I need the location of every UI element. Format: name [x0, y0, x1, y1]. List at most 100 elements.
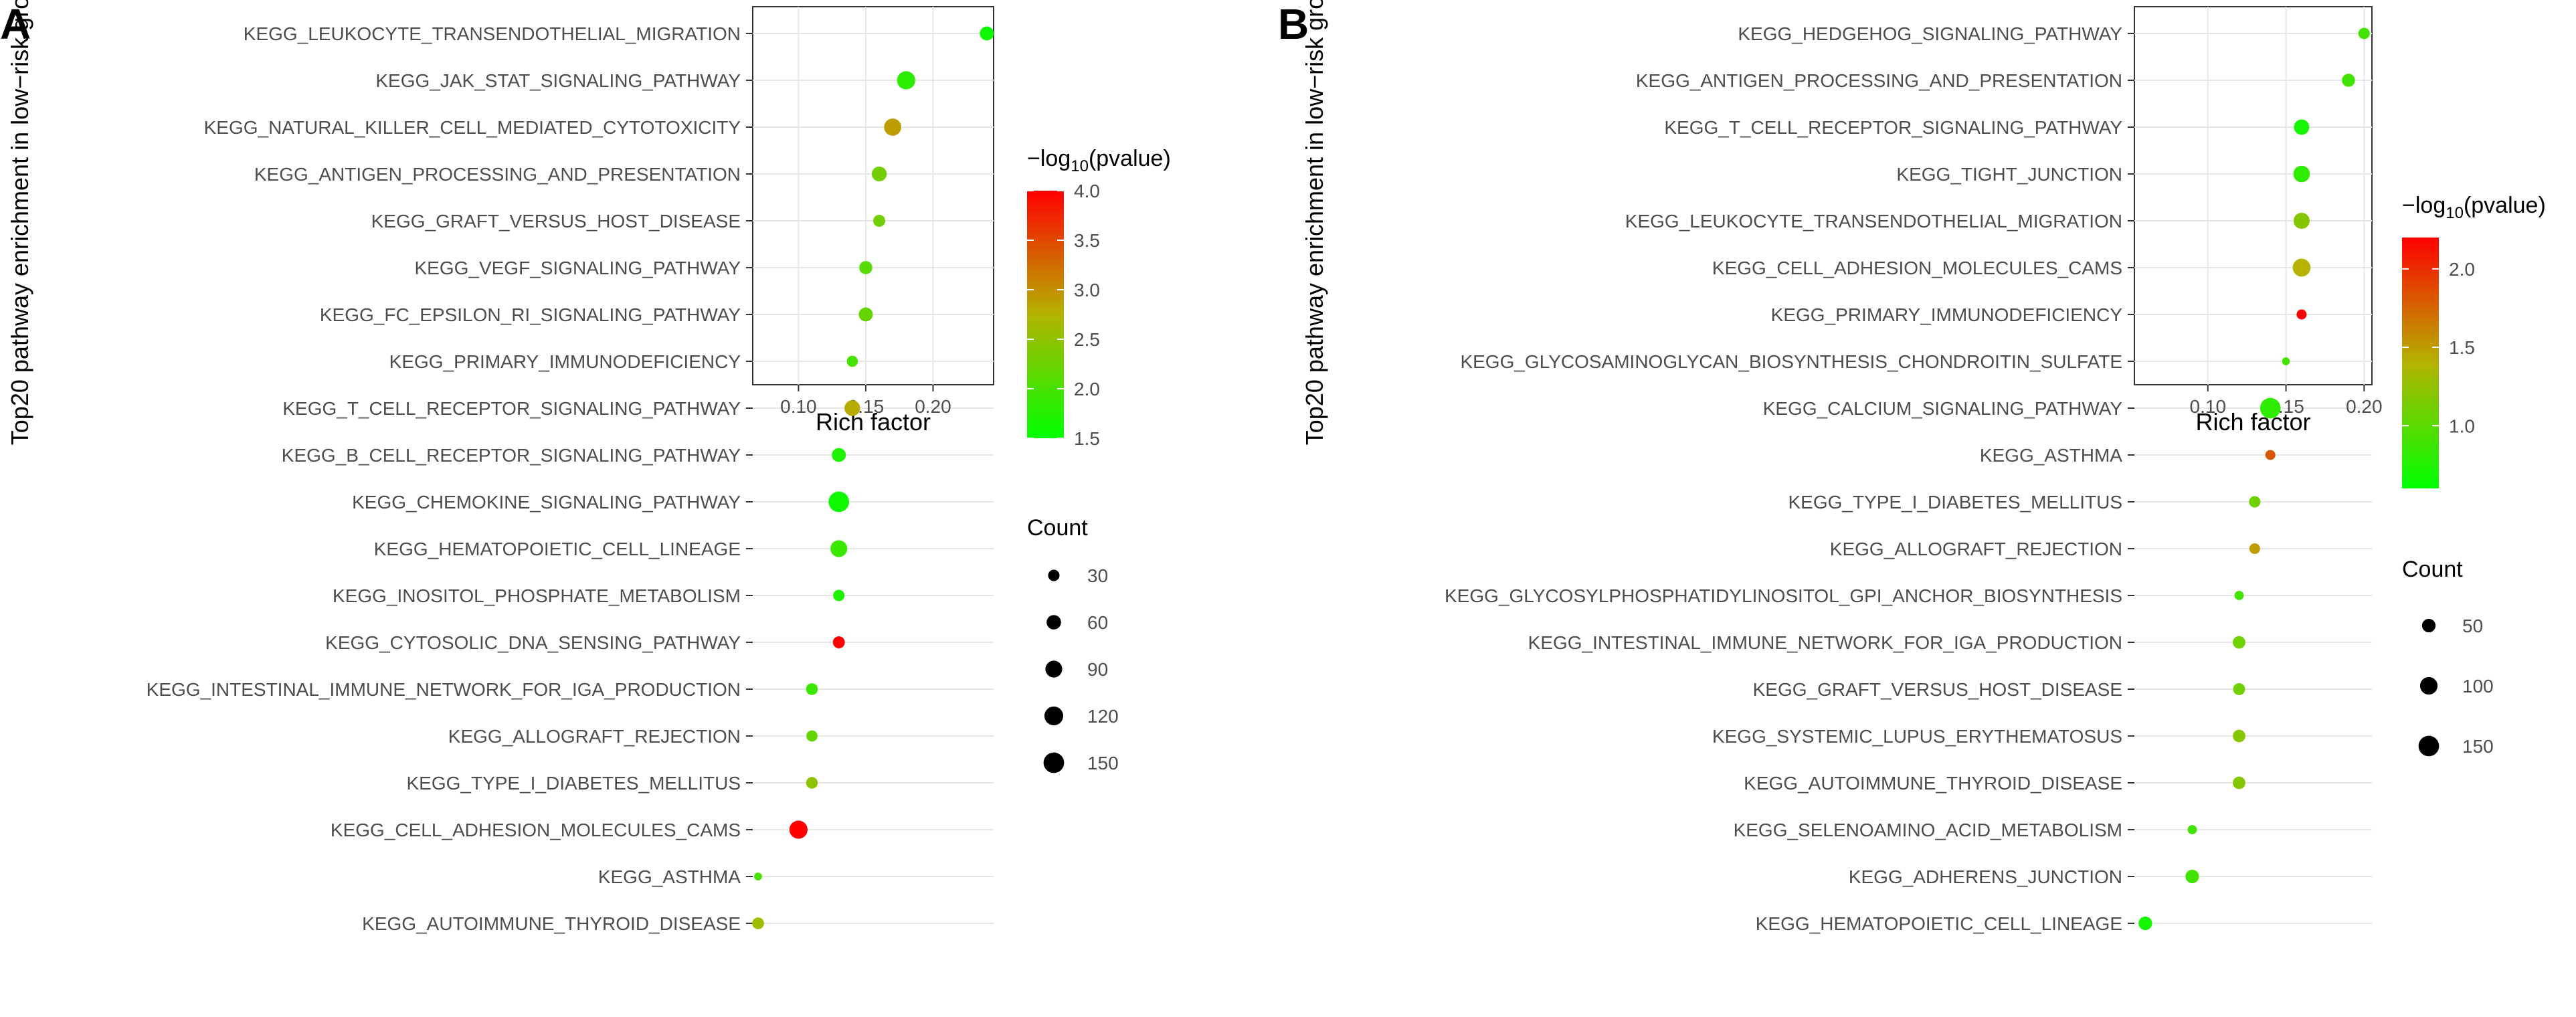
y-tick-label: KEGG_HEDGEHOG_SIGNALING_PATHWAY	[1738, 23, 2122, 44]
y-tick-label: KEGG_CYTOSOLIC_DNA_SENSING_PATHWAY	[325, 632, 741, 653]
y-tick-label: KEGG_B_CELL_RECEPTOR_SIGNALING_PATHWAY	[282, 445, 741, 466]
data-point	[2233, 683, 2245, 695]
y-tick-label: KEGG_AUTOIMMUNE_THYROID_DISEASE	[362, 913, 741, 934]
colorbar-tick-label: 2.0	[1074, 379, 1100, 399]
colorbar-tick-label: 1.5	[1074, 428, 1100, 449]
data-point	[2249, 496, 2261, 508]
size-legend-title: Count	[1027, 515, 1088, 541]
data-point	[2187, 825, 2197, 834]
colorbar-tick-label: 2.5	[1074, 329, 1100, 350]
y-tick-label: KEGG_GLYCOSAMINOGLYCAN_BIOSYNTHESIS_CHON…	[1460, 351, 2122, 372]
data-point	[2358, 27, 2370, 39]
data-point	[752, 917, 764, 929]
data-point	[828, 491, 850, 513]
data-point	[2249, 543, 2260, 555]
y-tick-label: KEGG_INOSITOL_PHOSPHATE_METABOLISM	[333, 585, 741, 606]
y-tick-label: KEGG_CHEMOKINE_SIGNALING_PATHWAY	[352, 492, 741, 513]
y-tick-label: KEGG_INTESTINAL_IMMUNE_NETWORK_FOR_IGA_P…	[147, 679, 741, 700]
y-tick-label: KEGG_SYSTEMIC_LUPUS_ERYTHEMATOSUS	[1712, 726, 2122, 747]
size-legend-label: 100	[2462, 676, 2494, 697]
data-point	[2233, 729, 2245, 743]
y-tick-label: KEGG_TYPE_I_DIABETES_MELLITUS	[1788, 492, 2122, 513]
data-point	[2265, 450, 2276, 460]
panel-b: B KEGG_HEDGEHOG_SIGNALING_PATHWAY KEGG_ANT…	[1278, 0, 2546, 934]
data-point	[789, 820, 808, 839]
y-tick-label: KEGG_PRIMARY_IMMUNODEFICIENCY	[389, 351, 741, 372]
y-tick-label: KEGG_GLYCOSYLPHOSPHATIDYLINOSITOL_GPI_AN…	[1445, 585, 2122, 606]
color-legend-title: −log10(pvalue)	[1027, 146, 1171, 175]
data-point	[859, 261, 872, 274]
data-point	[897, 71, 915, 90]
data-point	[844, 400, 860, 416]
x-tick-label: 0.20	[2346, 396, 2383, 417]
data-point	[873, 215, 886, 227]
x-axis-title: Rich factor	[2195, 408, 2310, 436]
y-tick-label: KEGG_GRAFT_VERSUS_HOST_DISEASE	[1753, 679, 2122, 700]
size-legend-key	[2418, 735, 2440, 757]
y-tick-label: KEGG_JAK_STAT_SIGNALING_PATHWAY	[375, 70, 741, 91]
colorbar	[1027, 191, 1064, 438]
size-legend-key	[1043, 752, 1065, 773]
size-legend-label: 50	[2462, 616, 2483, 636]
y-tick-label: KEGG_ALLOGRAFT_REJECTION	[1830, 539, 2122, 559]
y-tick-label: KEGG_AUTOIMMUNE_THYROID_DISEASE	[1744, 773, 2122, 794]
y-tick-label: KEGG_TYPE_I_DIABETES_MELLITUS	[406, 773, 741, 794]
size-legend-label: 120	[1087, 706, 1119, 727]
size-legend-key	[1044, 706, 1064, 726]
data-point	[2292, 258, 2311, 277]
colorbar-tick-label: 3.0	[1074, 280, 1100, 300]
y-tick-label: KEGG_ANTIGEN_PROCESSING_AND_PRESENTATION	[254, 164, 741, 185]
size-legend-key	[1045, 660, 1063, 678]
x-tick-label: 0.10	[780, 396, 817, 417]
y-tick-label: KEGG_FC_EPSILON_RI_SIGNALING_PATHWAY	[320, 304, 741, 325]
panel-letter: A	[0, 0, 31, 48]
size-legend-title: Count	[2402, 557, 2463, 582]
data-point	[884, 118, 901, 136]
data-point	[2234, 591, 2244, 600]
y-tick-label: KEGG_CALCIUM_SIGNALING_PATHWAY	[1763, 398, 2123, 419]
size-legend-label: 30	[1087, 565, 1108, 586]
data-point	[2233, 776, 2245, 790]
size-legend-key	[2421, 618, 2436, 633]
y-tick-label: KEGG_INTESTINAL_IMMUNE_NETWORK_FOR_IGA_P…	[1528, 632, 2122, 653]
x-tick-label: 0.10	[2190, 396, 2227, 417]
data-point	[980, 26, 994, 41]
y-tick-label: KEGG_T_CELL_RECEPTOR_SIGNALING_PATHWAY	[1664, 117, 2122, 138]
data-point	[2342, 74, 2355, 87]
data-point	[2293, 165, 2310, 183]
data-point	[832, 448, 846, 462]
y-tick-label: KEGG_ALLOGRAFT_REJECTION	[448, 726, 741, 747]
y-tick-label: KEGG_T_CELL_RECEPTOR_SIGNALING_PATHWAY	[282, 398, 741, 419]
color-legend-title: −log10(pvalue)	[2402, 193, 2546, 222]
data-point	[832, 636, 845, 648]
panel-a: A KEGG_LEUKOCYTE_TRANSENDOTHELIAL_MIGRATI…	[0, 0, 1171, 934]
data-point	[2296, 309, 2307, 320]
y-tick-label: KEGG_GRAFT_VERSUS_HOST_DISEASE	[371, 211, 741, 232]
data-point	[2233, 636, 2245, 649]
y-tick-label: KEGG_NATURAL_KILLER_CELL_MEDIATED_CYTOTO…	[204, 117, 741, 138]
data-point	[871, 166, 887, 182]
data-point	[2282, 357, 2290, 365]
data-point	[2293, 212, 2310, 229]
colorbar-tick-label: 1.0	[2449, 415, 2475, 436]
y-tick-label: KEGG_CELL_ADHESION_MOLECULES_CAMS	[331, 820, 741, 840]
y-tick-label: KEGG_CELL_ADHESION_MOLECULES_CAMS	[1712, 258, 2122, 278]
size-legend-label: 60	[1087, 612, 1108, 633]
size-legend-label: 150	[1087, 753, 1119, 773]
data-point	[858, 307, 873, 322]
y-axis-title: Top20 pathway enrichment in low−risk gro…	[1301, 0, 1328, 445]
size-legend-key	[1048, 569, 1060, 581]
data-point	[806, 777, 818, 789]
plot-frame	[752, 6, 994, 385]
data-point	[2294, 119, 2310, 135]
size-legend-label: 90	[1087, 659, 1108, 680]
y-tick-label: KEGG_TIGHT_JUNCTION	[1896, 164, 2122, 185]
y-tick-label: KEGG_ASTHMA	[1980, 445, 2122, 466]
data-point	[2138, 916, 2152, 931]
colorbar-tick-label: 2.0	[2449, 259, 2475, 280]
x-tick-label: 0.20	[915, 396, 951, 417]
y-tick-label: KEGG_ASTHMA	[598, 866, 741, 887]
data-point	[830, 540, 848, 557]
data-point	[2185, 869, 2199, 884]
